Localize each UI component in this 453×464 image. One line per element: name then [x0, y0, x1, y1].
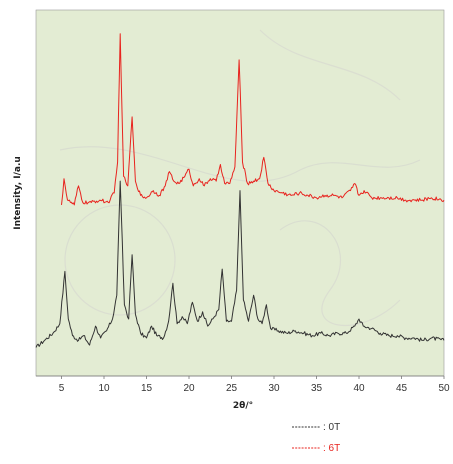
x-tick-label-30: 30 — [268, 383, 280, 394]
x-tick-label-35: 35 — [311, 383, 323, 394]
legend-label-0t: : 0T — [323, 422, 340, 433]
series-line-0t — [35, 180, 445, 348]
series-layer — [35, 33, 445, 348]
x-ticks-group: 5 10 15 20 25 30 35 40 45 50 — [59, 376, 450, 394]
x-tick-label-25: 25 — [226, 383, 238, 394]
legend-label-6t: : 6T — [323, 443, 340, 454]
x-tick-label-5: 5 — [59, 383, 65, 394]
x-tick-label-20: 20 — [183, 383, 195, 394]
x-tick-label-15: 15 — [141, 383, 153, 394]
x-tick-label-40: 40 — [353, 383, 365, 394]
x-tick-label-45: 45 — [396, 383, 408, 394]
series-line-6t — [61, 33, 445, 206]
x-tick-label-50: 50 — [438, 383, 450, 394]
x-tick-label-10: 10 — [98, 383, 110, 394]
y-axis-label: Intensity, I/a.u — [13, 156, 23, 230]
x-axis-label: 2θ/° — [233, 401, 253, 411]
legend: : 0T : 6T — [292, 422, 340, 454]
watermark-decoration — [59, 29, 421, 326]
